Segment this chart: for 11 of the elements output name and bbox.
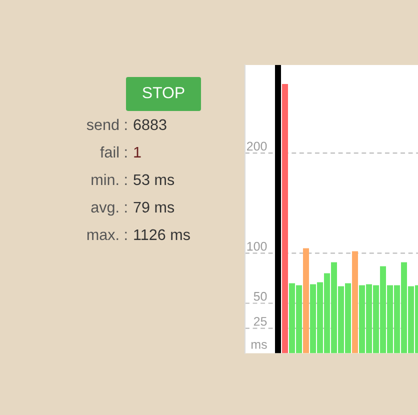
text: max. : 1126 ms [87, 229, 190, 240]
text: send : 6883 [86, 118, 166, 130]
y-tick-label: 100 [247, 242, 267, 251]
y-tick-label: 25 [254, 316, 267, 326]
text: STOP [142, 86, 184, 98]
y-tick-label: 50 [254, 292, 267, 301]
text: min. : 53 ms [92, 174, 174, 186]
text: fail : 1 [100, 146, 141, 158]
text: avg. : 79 ms [91, 202, 174, 216]
y-axis-title: ms [252, 342, 267, 349]
y-tick-label: 200 [247, 142, 267, 151]
